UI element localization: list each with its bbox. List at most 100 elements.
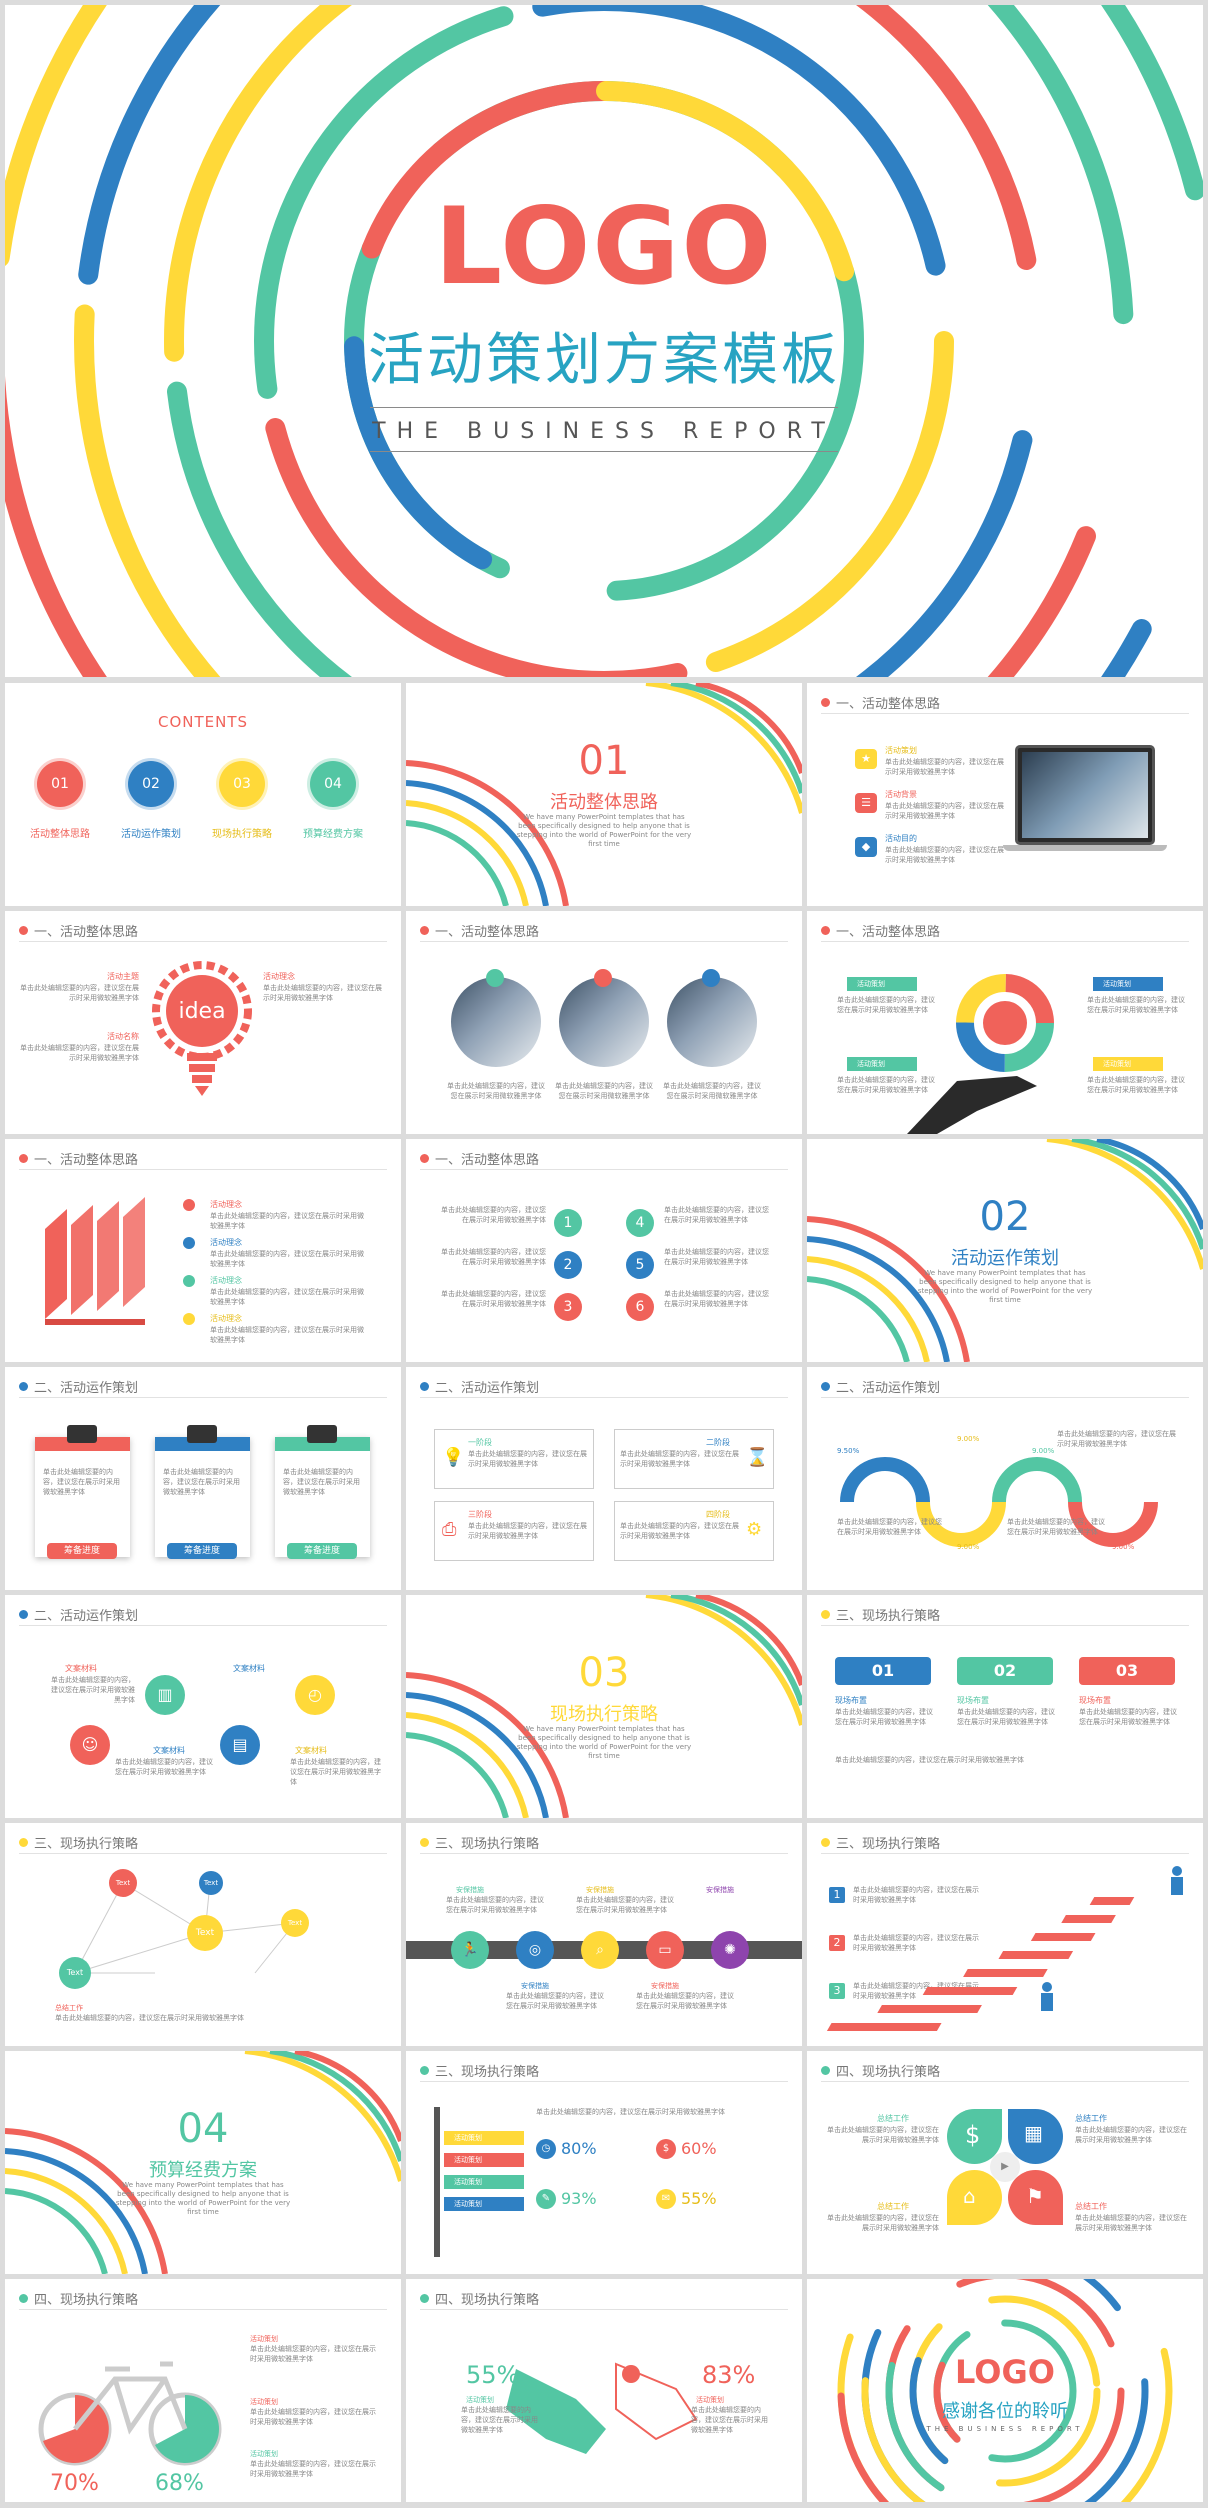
note-card-1: [35, 1437, 130, 1557]
slide-quadrants[interactable]: 四、现场执行策略 $ ▦ ⌂ ⚑ ▶ 总结工作 单击此处编辑您要的内容，建议您在…: [807, 2051, 1203, 2274]
slide-section-04[interactable]: 04 预算经费方案 We have many PowerPoint templa…: [5, 2051, 401, 2274]
slide-handshake[interactable]: 四、现场执行策略 55% 83% 活动策划 单击此处编辑您要的内容，建议您在展示…: [406, 2279, 802, 2502]
section-english: We have many PowerPoint templates that h…: [115, 2181, 291, 2216]
books-dot-4: [183, 1313, 195, 1325]
slide-thanks[interactable]: LOGO 感谢各位的聆听 THE BUSINESS REPORT: [807, 2279, 1203, 2502]
note-text-1: 单击此处编辑您要的内容，建议您在展示时采用微软雅黑字体: [43, 1468, 120, 1496]
slide-tickets[interactable]: 三、现场执行策略 01 02 03 现场布置 现场布置 现场布置 单击此处编辑您…: [807, 1595, 1203, 1818]
ticket-title-2: 现场布置: [957, 1696, 989, 1705]
cover-slide[interactable]: LOGO 活动策划方案模板 THE BUSINESS REPORT: [5, 5, 1203, 677]
slide-header: 一、活动整体思路: [19, 1149, 138, 1168]
slide-timeline[interactable]: 三、现场执行策略 🏃 ◎ ⌕ ▭ ✺ 安保措施 安保措施 安保措施 安保措施 安…: [406, 1823, 802, 2046]
header-line: [821, 713, 1189, 714]
slide-header: 二、活动运作策划: [19, 1605, 138, 1624]
network-title: 总结工作: [55, 2004, 83, 2012]
thanks-logo: LOGO: [955, 2353, 1055, 2391]
tl-title-1: 安保措施: [456, 1886, 484, 1894]
hand-text-1: 单击此处编辑您要的内容，建议您在展示时采用微软雅黑字体: [461, 2406, 538, 2434]
item-text-1: 单击此处编辑您要的内容，建议您在展示时采用微软雅黑字体: [885, 758, 1004, 776]
contents-label-3: 现场执行策略: [212, 829, 272, 840]
node-1: Text: [109, 1869, 137, 1897]
slide-idea[interactable]: 一、活动整体思路 idea 活动主题 单击此处编辑您要的内容，建议您在展示时采用…: [5, 911, 401, 1134]
slide-stairs[interactable]: 三、现场执行策略 1 2 3 单击此处编辑您要的内容，建议您在展示时采用微软雅黑…: [807, 1823, 1203, 2046]
item-title-3: 活动目的: [885, 834, 917, 843]
header-line: [420, 2309, 788, 2310]
section-arcs: [807, 1139, 1203, 1362]
header-dot: [19, 1382, 28, 1391]
slide-background[interactable]: 一、活动整体思路 ★ ☰ ◆ 活动策划 单击此处编辑您要的内容，建议您在展示时采…: [807, 683, 1203, 906]
slide-pencil[interactable]: 三、现场执行策略 活动策划 活动策划 活动策划 活动策划 单击此处编辑您要的内容…: [406, 2051, 802, 2274]
slide-network[interactable]: 三、现场执行策略 Text Text Text Text Text 总结工作 单…: [5, 1823, 401, 2046]
header-dot: [19, 2294, 28, 2303]
photo-circle-1: [451, 977, 541, 1067]
cover-logo: LOGO: [434, 185, 774, 308]
icon-badge-3: ◆: [855, 837, 877, 857]
semicircle-flow: [840, 1457, 1158, 1547]
laptop-base: [1003, 845, 1167, 851]
slide-header: 一、活动整体思路: [821, 693, 940, 712]
idea-label: idea: [178, 999, 226, 1024]
slide-bicycle[interactable]: 四、现场执行策略 70% 68% 活动策划 单击此处编辑您要的内容，建议您在展示…: [5, 2279, 401, 2502]
cover-title: 活动策划方案模板: [368, 328, 840, 393]
photo-text-3: 单击此处编辑您要的内容，建议您在展示时采用微软雅黑字体: [663, 1082, 761, 1100]
header-line: [19, 1397, 387, 1398]
gear-icon: [907, 974, 1054, 1134]
stage-title-3: 三阶段: [468, 1510, 492, 1519]
contents-label-1: 活动整体思路: [30, 829, 90, 840]
header-label: 三、现场执行策略: [836, 1837, 941, 1852]
num-text-3: 单击此处编辑您要的内容，建议您在展示时采用微软雅黑字体: [441, 1290, 546, 1308]
books-text-1: 单击此处编辑您要的内容，建议您在展示时采用微软雅黑字体: [210, 1212, 364, 1230]
hand-percent-1: 55%: [466, 2361, 520, 2389]
header-line: [420, 1853, 788, 1854]
slide-photos[interactable]: 一、活动整体思路 单击此处编辑您要的内容，建议您在展示时采用微软雅黑字体 单击此…: [406, 911, 802, 1134]
num-circle-4: 4: [626, 1209, 654, 1237]
search-icon: ⌕: [581, 1931, 619, 1969]
header-dot: [420, 1838, 429, 1847]
slide-contents[interactable]: CONTENTS 01 02 03 04 活动整体思路 活动运作策划 现场执行策…: [5, 683, 401, 906]
section-english: We have many PowerPoint templates that h…: [516, 1725, 692, 1760]
gear-text-2: 单击此处编辑您要的内容，建议您在展示时采用微软雅黑字体: [1087, 996, 1185, 1014]
photo-dot-1: [486, 969, 504, 987]
play-icon: ▶: [990, 2152, 1020, 2182]
bank-icon: ⌂: [947, 2170, 1002, 2225]
binder-clip-icon: [67, 1425, 97, 1443]
binder-clip-icon: [307, 1425, 337, 1443]
gear-label-1: 活动策划: [847, 977, 917, 991]
bike-title-3: 活动策划: [250, 2450, 278, 2458]
header-dot: [821, 1610, 830, 1619]
slide-stages[interactable]: 二、活动运作策划 💡 ⌛ ⎙ ⚙ 一阶段 单击此处编辑您要的内容，建议您在展示时…: [406, 1367, 802, 1590]
note-button-3[interactable]: 筹备进度: [287, 1543, 357, 1559]
mag-text-3: 单击此处编辑您要的内容，建议您在展示时采用微软雅黑字体: [115, 1758, 213, 1776]
item-text-3: 单击此处编辑您要的内容，建议您在展示时采用微软雅黑字体: [885, 846, 1004, 864]
header-label: 四、现场执行策略: [435, 2293, 540, 2308]
slide-books[interactable]: 一、活动整体思路 活动理念 单击此处编辑您要的内容，建议您在展示时采用微软雅黑字…: [5, 1139, 401, 1362]
slide-header: 四、现场执行策略: [19, 2289, 138, 2308]
note-button-1[interactable]: 筹备进度: [47, 1543, 117, 1559]
quad-text-3: 单击此处编辑您要的内容，建议您在展示时采用微软雅黑字体: [827, 2214, 939, 2232]
slide-section-01[interactable]: 01 活动整体思路 We have many PowerPoint templa…: [406, 683, 802, 906]
note-button-2[interactable]: 筹备进度: [167, 1543, 237, 1559]
semi-percent-5: 9.00%: [1112, 1543, 1135, 1551]
slide-section-03[interactable]: 03 现场执行策略 We have many PowerPoint templa…: [406, 1595, 802, 1818]
semi-percent-3: 9.00%: [1032, 1447, 1055, 1455]
stat-icon-3: ✎: [536, 2189, 556, 2209]
stage-title-2: 二阶段: [706, 1438, 730, 1447]
slide-clips[interactable]: 二、活动运作策划 单击此处编辑您要的内容，建议您在展示时采用微软雅黑字体 单击此…: [5, 1367, 401, 1590]
node-3: Text: [187, 1915, 223, 1951]
slide-magnifiers[interactable]: 二、活动运作策划 ▥ ◴ ☺ ▤ 文案材料 单击此处编辑您要的内容，建议您在展示…: [5, 1595, 401, 1818]
photo-text-1: 单击此处编辑您要的内容，建议您在展示时采用微软雅黑字体: [447, 1082, 545, 1100]
gear-text-4: 单击此处编辑您要的内容，建议您在展示时采用微软雅黑字体: [1087, 1076, 1185, 1094]
section-arcs: [406, 1595, 802, 1818]
slide-numbered[interactable]: 一、活动整体思路 1 2 3 4 5 6 单击此处编辑您要的内容，建议您在展示时…: [406, 1139, 802, 1362]
header-line: [19, 1853, 387, 1854]
slide-gears[interactable]: 一、活动整体思路 活动策划 活动策划 活动策划 活动策划 单击此处编辑您要的内容…: [807, 911, 1203, 1134]
cover-divider-top: [370, 407, 838, 408]
section-english: We have many PowerPoint templates that h…: [516, 813, 692, 848]
header-line: [821, 1853, 1189, 1854]
slide-semicircles[interactable]: 二、活动运作策划 9.50% 9.00% 9.00% 9.00% 9.00% 单…: [807, 1367, 1203, 1590]
book-icon: ▤: [220, 1725, 260, 1765]
ticket-title-3: 现场布置: [1079, 1696, 1111, 1705]
slide-section-02[interactable]: 02 活动运作策划 We have many PowerPoint templa…: [807, 1139, 1203, 1362]
contents-num-2: 02: [128, 761, 174, 807]
mag-title-1: 文案材料: [65, 1664, 97, 1673]
